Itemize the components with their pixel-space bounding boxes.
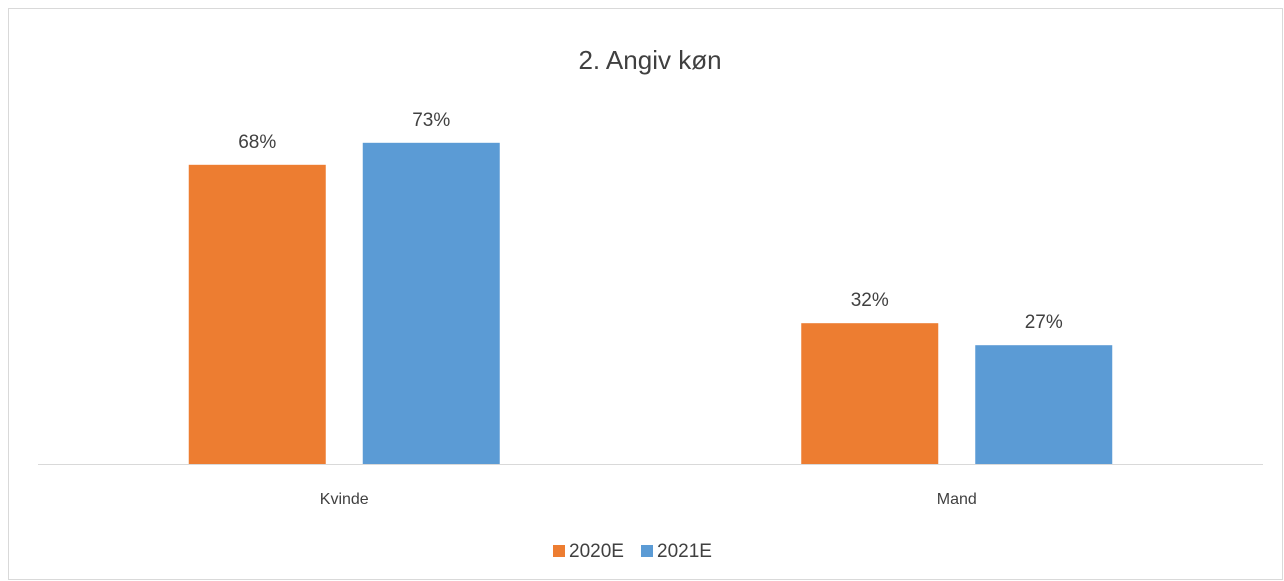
x-tick-label: Kvinde — [320, 491, 369, 508]
data-label: 68% — [238, 132, 276, 153]
bar — [801, 323, 939, 464]
bar — [188, 164, 326, 465]
data-label: 27% — [1025, 312, 1063, 333]
data-label: 73% — [412, 110, 450, 131]
chart-title: 2. Angiv køn — [578, 45, 721, 75]
legend-swatch — [553, 545, 565, 557]
legend-label: 2020E — [569, 541, 624, 562]
x-tick-label: Mand — [937, 491, 977, 508]
bar — [975, 345, 1113, 464]
legend-swatch — [641, 545, 653, 557]
bar — [362, 142, 500, 465]
data-label: 32% — [851, 290, 889, 311]
legend-label: 2021E — [657, 541, 712, 562]
